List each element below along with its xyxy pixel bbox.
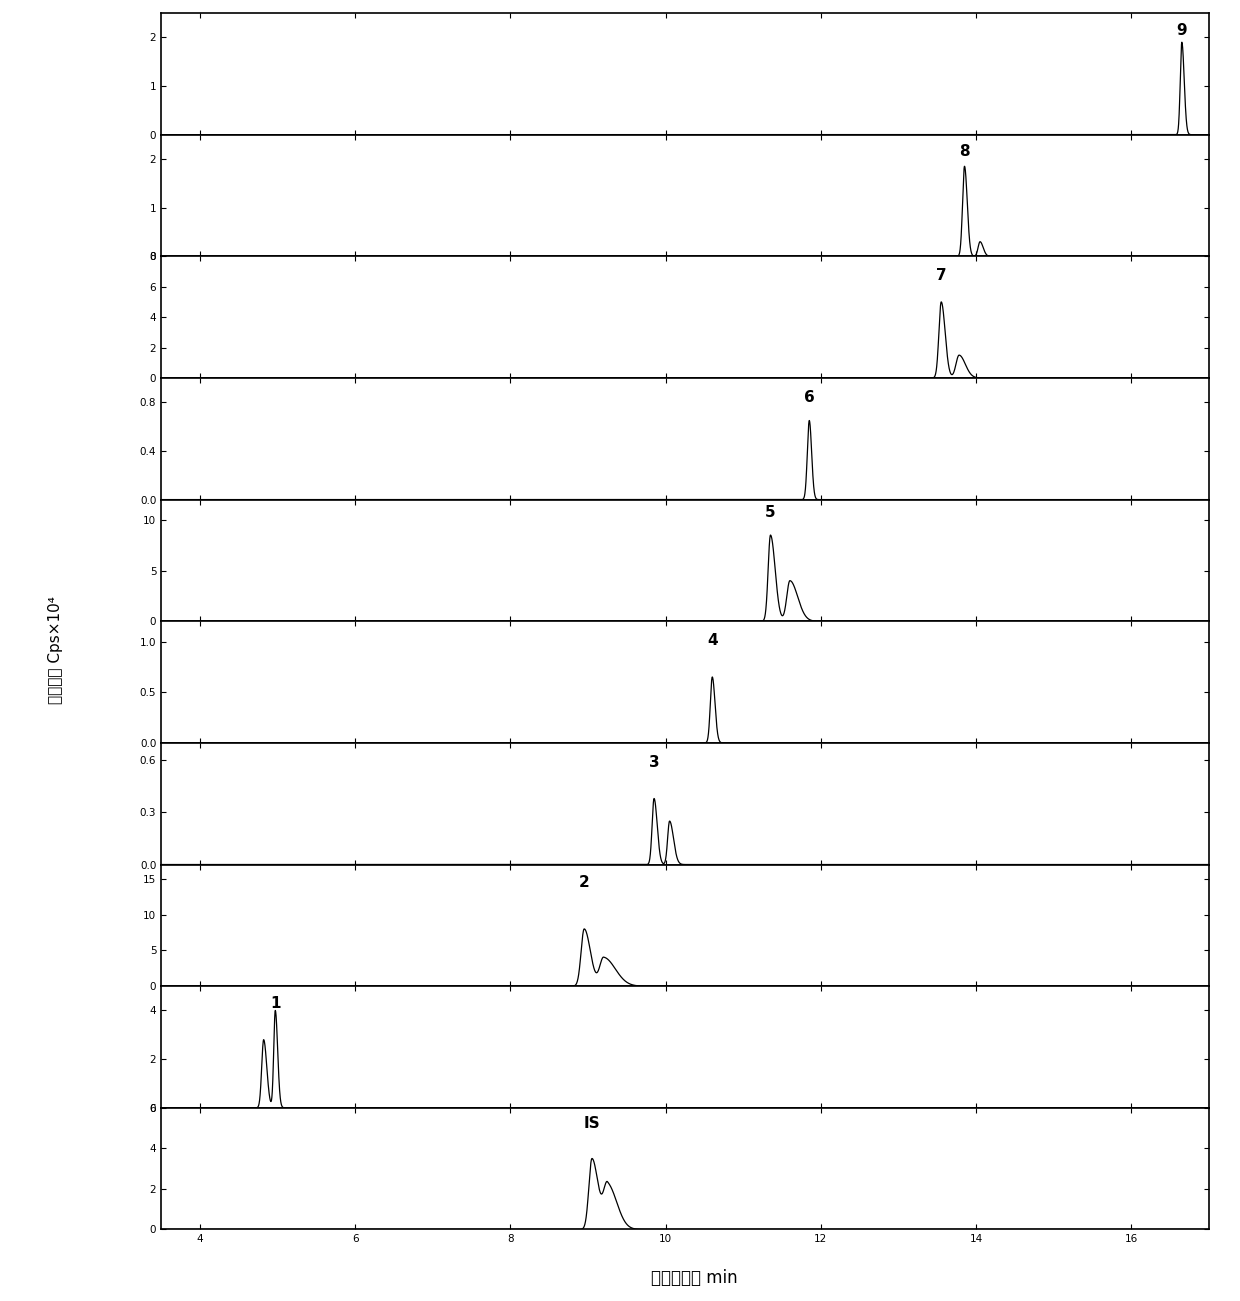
Text: 9: 9 (1177, 22, 1187, 38)
Text: 3: 3 (649, 755, 660, 770)
Text: 2: 2 (579, 876, 589, 890)
Text: IS: IS (584, 1116, 600, 1131)
Text: 保留时间／ min: 保留时间／ min (651, 1268, 738, 1287)
Text: 7: 7 (936, 268, 946, 284)
Text: 6: 6 (804, 390, 815, 405)
Text: 8: 8 (960, 144, 970, 160)
Text: 4: 4 (707, 634, 718, 648)
Text: 5: 5 (765, 505, 776, 519)
Text: 响应値／ Cps×10⁴: 响应値／ Cps×10⁴ (48, 597, 63, 704)
Text: 1: 1 (270, 995, 280, 1011)
